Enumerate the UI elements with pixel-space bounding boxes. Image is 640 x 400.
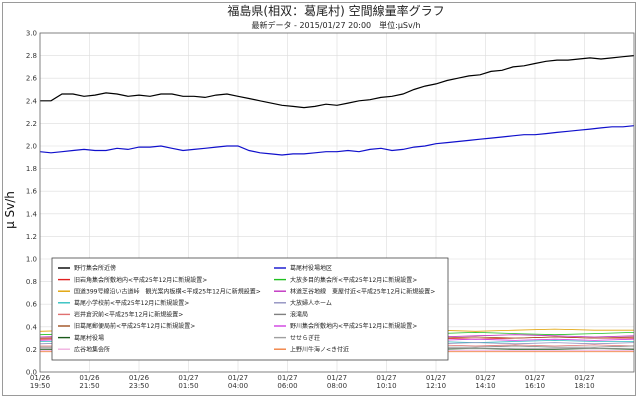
legend-entry-label: 旧岩角集会所敷地内<平成25年12月に新規設置>: [74, 276, 207, 284]
x-tick-time: 19:50: [30, 382, 50, 390]
x-tick-time: 18:10: [574, 382, 594, 390]
y-tick-label: 1.4: [26, 210, 38, 218]
y-tick-label: 0.0: [26, 369, 37, 377]
y-tick-label: 2.0: [26, 143, 37, 151]
legend-box: [51, 257, 449, 361]
plot-area-border: [39, 32, 635, 373]
x-tick-time: 08:00: [327, 382, 347, 390]
legend-entry-label: 浪滝局: [290, 311, 308, 319]
legend-entry-label: 林道芝谷地線 東屋付近<平成25年12月に新規設置>: [290, 287, 435, 295]
legend-entry-label: 大放多目的集会所<平成25年12月に新規設置>: [290, 276, 417, 284]
y-tick-label: 2.8: [26, 52, 37, 60]
legend-entry-label: せせらぎ荘: [290, 334, 320, 342]
legend-entry-label: 葛尾村役場: [74, 334, 104, 342]
y-tick-label: 1.0: [26, 256, 37, 264]
y-tick-label: 2.4: [26, 97, 38, 105]
x-tick-time: 21:50: [79, 382, 99, 390]
x-tick-time: 06:00: [277, 382, 297, 390]
y-tick-label: 1.6: [26, 188, 38, 196]
y-axis-label: μ Sv/h: [3, 191, 17, 229]
y-tick-label: 0.2: [26, 346, 37, 354]
legend-entry-label: 野行集会所近傍: [74, 264, 116, 272]
legend-entry-label: 大放婦人ホーム: [290, 299, 332, 307]
x-tick-date: 01/27: [475, 374, 495, 382]
x-tick-date: 01/27: [228, 374, 248, 382]
x-tick-time: 16:10: [525, 382, 545, 390]
y-tick-label: 3.0: [26, 30, 37, 38]
chart-subtitle: 最新データ - 2015/01/27 20:00 単位:μSv/h: [251, 20, 420, 30]
x-tick-date: 01/26: [79, 374, 100, 382]
y-tick-label: 0.8: [26, 278, 37, 286]
x-axis-ticks: 01/2619:5001/2621:5001/2623:5001/2701:50…: [30, 374, 595, 390]
legend-entry-label: 岩井倉沢前<平成25年12月に新規設置>: [74, 311, 183, 319]
x-tick-time: 01:50: [178, 382, 198, 390]
legend-entry-label: 野川集会所敷地内<平成25年12月に新規設置>: [290, 322, 417, 330]
x-tick-date: 01/27: [574, 374, 594, 382]
x-tick-date: 01/26: [30, 374, 51, 382]
y-axis-ticks: 0.0 0.2 0.4 0.6 0.8 1.0 1.2 1.4 1.6 1.8 2.0 2.2 2.4 2…: [26, 30, 38, 377]
x-tick-time: 23:50: [129, 382, 149, 390]
legend-entry-label: 広谷地集会所: [74, 345, 110, 353]
x-tick-date: 01/27: [178, 374, 198, 382]
y-tick-label: 0.6: [26, 301, 38, 309]
y-tick-label: 1.8: [26, 165, 37, 173]
x-tick-time: 12:10: [426, 382, 446, 390]
x-tick-date: 01/27: [525, 374, 545, 382]
series-line-0: [40, 55, 635, 109]
legend-entry-label: 葛尾小学校前<平成25年12月に新規設置>: [74, 299, 189, 307]
series-line-1: [39, 125, 635, 156]
x-tick-date: 01/27: [327, 374, 347, 382]
legend-entry-label: 葛尾村役場地区: [290, 264, 332, 272]
y-tick-label: 2.2: [26, 120, 37, 128]
y-tick-label: 0.4: [26, 323, 38, 331]
legend-entry-label: 国道399号線沿い古道峠 観光案内板横<平成25年12月に新規設置>: [74, 287, 261, 295]
legend-entry-label: 旧葛尾郵便局前<平成25年12月に新規設置>: [74, 322, 195, 330]
y-tick-label: 1.2: [26, 233, 37, 241]
x-tick-time: 14:10: [475, 382, 495, 390]
chart-frame: [2, 2, 636, 396]
chart-title: 福島県(相双：葛尾村) 空間線量率グラフ: [227, 3, 444, 18]
x-tick-time: 04:00: [228, 382, 248, 390]
x-tick-time: 10:10: [376, 382, 396, 390]
x-tick-date: 01/26: [129, 374, 150, 382]
legend-entry-label: 上野川牛海ノ<き付近: [290, 345, 349, 353]
x-tick-date: 01/27: [376, 374, 396, 382]
x-tick-date: 01/27: [426, 374, 446, 382]
x-tick-date: 01/27: [277, 374, 297, 382]
y-tick-label: 2.6: [26, 75, 38, 83]
